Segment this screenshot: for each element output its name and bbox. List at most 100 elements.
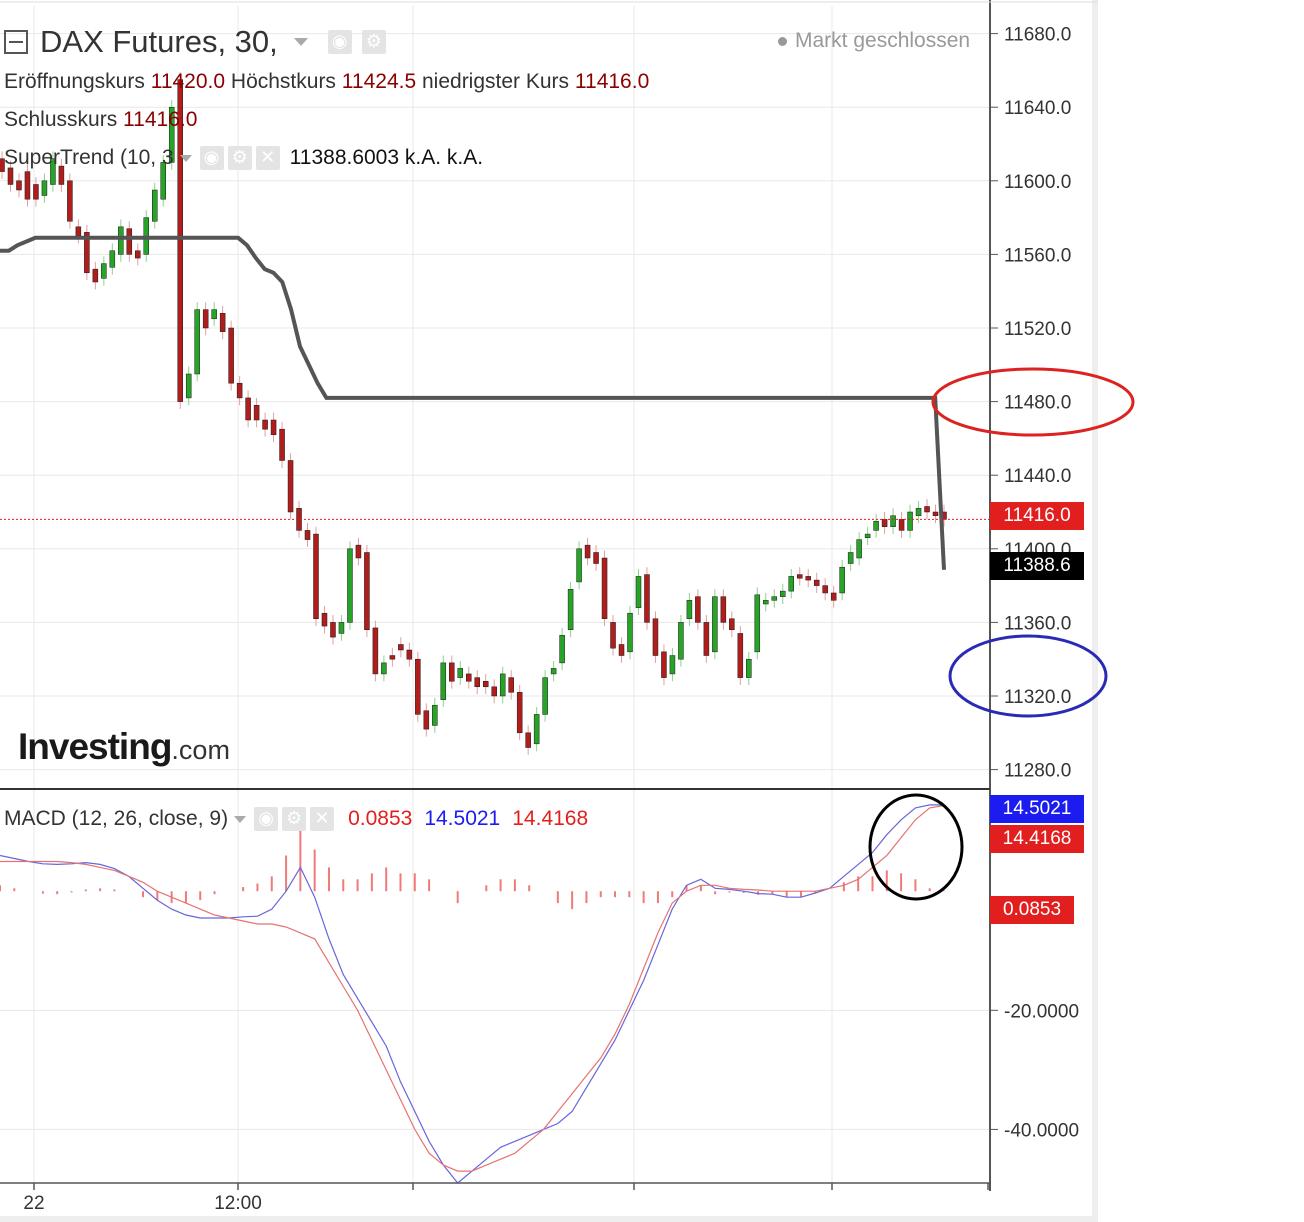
price-axis[interactable]: 11280.011320.011360.011400.011440.011480… (990, 25, 1079, 1142)
candle-up (160, 162, 166, 200)
candle-up (686, 600, 693, 619)
y-tick-label: 11440.0 (1004, 466, 1071, 487)
candle-up (118, 226, 124, 255)
candle-down (830, 592, 837, 601)
supertrend-legend: SuperTrend (10, 3 ◉ ⚙ ✕ 11388.6003 k.A. … (4, 146, 483, 170)
ohlc-legend: Eröffnungskurs 11420.0 Höchstkurs 11424.… (4, 70, 649, 94)
x-tick-label: 12:00 (214, 1193, 262, 1214)
chart-frame (0, 0, 1098, 1222)
candle-up (194, 309, 200, 375)
candle-down (67, 180, 73, 222)
candle-down (652, 618, 659, 656)
candle-down (202, 309, 209, 329)
eye-icon[interactable]: ◉ (199, 146, 224, 170)
market-status: Markt geschlossen (778, 29, 970, 53)
macd-line (0, 804, 944, 1184)
candle-up (847, 552, 854, 564)
macd-legend: MACD (12, 26, close, 9) ◉ ⚙ ✕ 0.0853 14.… (4, 807, 588, 831)
candle-up (168, 106, 175, 163)
candle-up (101, 263, 107, 279)
eye-icon[interactable]: ◉ (254, 807, 279, 831)
candle-down (661, 651, 667, 678)
candle-down (813, 579, 820, 586)
collapse-icon[interactable] (4, 30, 28, 54)
y-tick-label: 11600.0 (1004, 172, 1071, 193)
investing-logo: Investing.com (18, 726, 230, 768)
candle-down (245, 397, 251, 421)
candle-down (7, 167, 14, 185)
candle-up (864, 533, 871, 539)
candle-down (822, 585, 828, 594)
candle-up (550, 668, 557, 675)
candle-down (618, 644, 625, 656)
supertrend-price-tag: 11388.6 (990, 552, 1084, 580)
price-candles (0, 72, 947, 755)
annotation-red-ellipse (931, 367, 1135, 437)
candle-up (712, 596, 718, 653)
candle-down (135, 250, 141, 259)
close-icon[interactable]: ✕ (255, 146, 280, 170)
candle-up (873, 520, 879, 531)
candle-up (635, 576, 642, 608)
candle-down (0, 158, 5, 172)
y-tick-label: 11640.0 (1004, 98, 1071, 119)
candle-up (669, 655, 676, 675)
candle-down (466, 673, 472, 682)
candle-down (737, 633, 744, 678)
candle-down (508, 677, 514, 693)
candle-down (898, 519, 905, 531)
candle-down (695, 596, 701, 623)
candle-down (372, 627, 379, 675)
candle-up (746, 658, 752, 678)
y-tick-label: -20.0000 (1004, 1001, 1079, 1022)
candle-down (279, 428, 285, 461)
last-price-tag: 11416.0 (990, 502, 1084, 530)
open-value: 11420.0 (150, 70, 226, 93)
time-axis[interactable]: 22 12:00 (23, 1183, 989, 1214)
bottom-border (0, 1216, 1098, 1222)
status-dot-icon (778, 36, 787, 46)
candle-down (805, 576, 811, 581)
candle-up (780, 590, 786, 597)
candle-up (559, 635, 565, 664)
candle-up (839, 566, 845, 594)
candle-down (321, 612, 328, 627)
gear-icon[interactable]: ⚙ (361, 30, 386, 54)
close-icon[interactable]: ✕ (310, 807, 335, 831)
candle-up (542, 677, 548, 715)
candle-down (287, 460, 294, 513)
supertrend-na-2: k.A. (446, 146, 484, 169)
dropdown-caret-icon[interactable] (179, 154, 192, 162)
dropdown-caret-icon[interactable] (234, 815, 247, 823)
candle-up (381, 662, 387, 675)
candle-down (75, 226, 82, 237)
candle-up (763, 600, 769, 605)
candle-down (491, 686, 497, 697)
gear-icon[interactable]: ⚙ (282, 807, 307, 831)
candle-up (576, 548, 582, 583)
x-tick-label: 22 (23, 1193, 44, 1214)
gear-icon[interactable]: ⚙ (227, 146, 252, 170)
dropdown-caret-icon[interactable] (293, 38, 308, 46)
right-border (1092, 0, 1098, 1222)
candle-up (432, 704, 438, 726)
low-label: niedrigster Kurs (421, 70, 570, 93)
eye-icon[interactable]: ◉ (327, 30, 352, 54)
candle-down (364, 552, 370, 631)
grid-lines (0, 6, 990, 1183)
candle-down (423, 710, 430, 730)
supertrend-na-1: k.A. (404, 146, 442, 169)
logo-tld: .com (171, 735, 230, 765)
candle-up (41, 180, 48, 196)
supertrend-line (0, 235, 946, 570)
candle-down (253, 405, 260, 421)
close-value: 11416.0 (123, 108, 198, 131)
candle-up (533, 714, 540, 745)
candle-down (644, 574, 650, 623)
candle-up (907, 511, 913, 531)
candle-down (262, 419, 268, 430)
y-tick-label: 11320.0 (1004, 687, 1071, 708)
candle-down (796, 574, 803, 579)
candle-down (881, 519, 888, 527)
